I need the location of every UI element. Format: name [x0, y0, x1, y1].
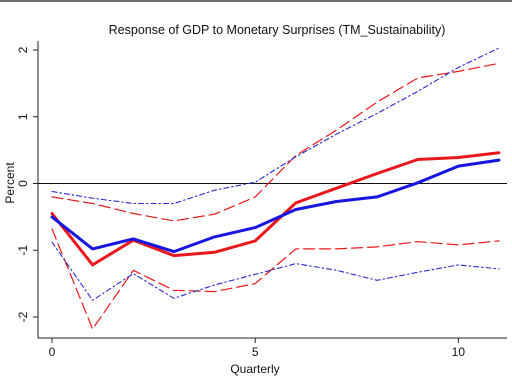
- series-line-red-point: [50, 151, 501, 267]
- top-border-line: [0, 0, 512, 2]
- y-tick-label: -1: [16, 245, 30, 256]
- series-line-blue-point: [50, 158, 501, 254]
- y-tick-label: 2: [16, 46, 30, 53]
- y-tick-label: -2: [16, 311, 30, 322]
- x-axis-label: Quarterly: [230, 362, 279, 376]
- y-tick-label: 0: [16, 180, 30, 187]
- series-line-blue-upper: [51, 47, 500, 205]
- point-estimates: [50, 151, 501, 267]
- x-tick-label: 5: [252, 345, 259, 359]
- y-tick-label: 1: [16, 113, 30, 120]
- x-tick-label: 0: [49, 345, 56, 359]
- y-axis-label: Percent: [3, 162, 17, 204]
- series-line-blue-lower: [51, 241, 500, 301]
- series-line-red-upper: [51, 62, 500, 222]
- series-line-red-lower: [51, 228, 500, 330]
- x-tick-label: 10: [452, 345, 466, 359]
- axes: 0 5 10 -2 -1 0 1 2: [16, 46, 465, 359]
- plot-frame: [37, 41, 507, 339]
- chart-title: Response of GDP to Monetary Surprises (T…: [109, 23, 446, 37]
- confidence-bands: [51, 47, 500, 330]
